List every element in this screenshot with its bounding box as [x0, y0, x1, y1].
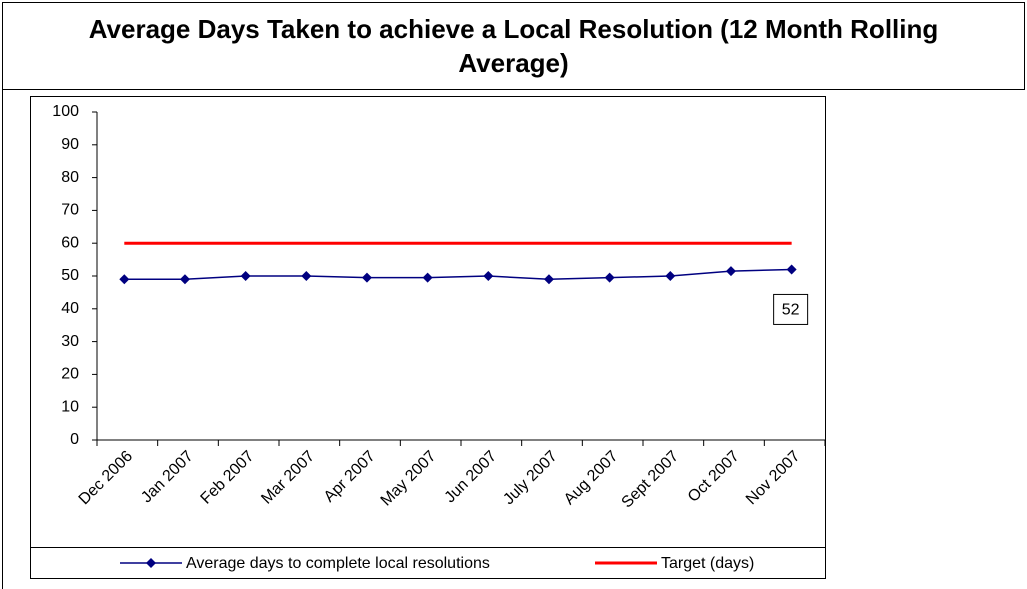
marker	[786, 264, 797, 275]
y-tick-label: 60	[61, 234, 79, 251]
x-tick-label: May 2007	[378, 448, 440, 510]
x-tick-label: Nov 2007	[743, 448, 804, 509]
marker	[604, 272, 615, 283]
y-tick-label: 50	[61, 267, 79, 284]
marker	[483, 271, 494, 281]
legend-label: Target (days)	[661, 555, 754, 572]
x-tick-label: Apr 2007	[321, 448, 379, 506]
x-tick-label: Jan 2007	[138, 448, 197, 507]
marker	[301, 271, 312, 281]
x-tick-label: Oct 2007	[685, 448, 743, 506]
data-label: 52	[782, 302, 800, 319]
legend-label: Average days to complete local resolutio…	[186, 555, 490, 572]
y-tick-label: 100	[52, 103, 79, 120]
marker	[179, 274, 190, 285]
marker	[422, 272, 433, 283]
x-tick-label: July 2007	[500, 448, 561, 509]
x-tick-label: Sept 2007	[619, 448, 683, 512]
x-tick-label: Feb 2007	[198, 448, 258, 508]
data-label-box	[773, 293, 809, 325]
y-tick-label: 90	[61, 136, 79, 153]
x-tick-label: Aug 2007	[561, 448, 622, 509]
y-tick-label: 20	[61, 366, 79, 383]
legend-box	[30, 547, 826, 579]
y-tick-label: 30	[61, 333, 79, 350]
y-tick-label: 70	[61, 202, 79, 219]
y-tick-label: 10	[61, 398, 79, 415]
x-tick-label: Jun 2007	[442, 448, 501, 507]
x-tick-label: Dec 2006	[76, 448, 137, 509]
y-tick-label: 0	[70, 431, 79, 448]
x-tick-label: Mar 2007	[258, 448, 318, 508]
marker	[665, 271, 676, 281]
legend-marker	[146, 558, 156, 568]
title-box: Average Days Taken to achieve a Local Re…	[2, 2, 1025, 90]
series-line	[124, 268, 792, 281]
marker	[119, 274, 130, 285]
chart-title: Average Days Taken to achieve a Local Re…	[88, 14, 939, 78]
marker	[240, 271, 251, 281]
marker	[725, 266, 736, 277]
y-tick-label: 40	[61, 300, 79, 317]
y-tick-label: 80	[61, 169, 79, 186]
marker	[543, 274, 554, 285]
cell-border	[2, 90, 3, 589]
marker	[361, 272, 372, 283]
